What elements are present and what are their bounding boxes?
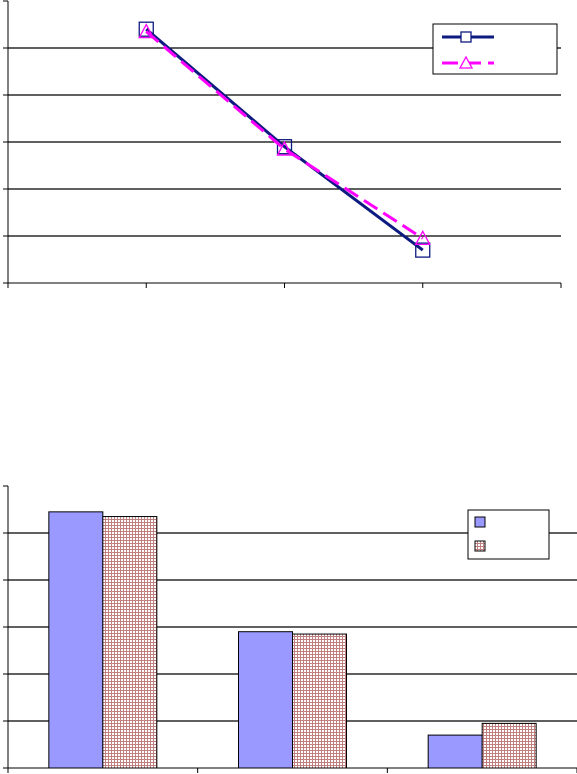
legend-swatch <box>474 540 486 552</box>
line-chart <box>3 0 562 288</box>
bar <box>102 516 158 769</box>
bar-chart <box>3 485 577 773</box>
data-point <box>415 242 431 258</box>
bar <box>481 722 537 769</box>
data-point <box>276 140 293 156</box>
bar <box>427 734 483 769</box>
bar <box>292 633 347 769</box>
series-line <box>145 30 424 240</box>
legend-swatch <box>474 516 486 528</box>
data-point <box>138 23 155 39</box>
legend-box <box>432 23 558 75</box>
bar <box>238 631 293 769</box>
legend-marker <box>460 31 472 43</box>
legend-marker <box>458 55 474 69</box>
bar <box>48 511 104 769</box>
data-point <box>276 139 293 155</box>
series-line <box>145 28 424 252</box>
data-point <box>138 21 154 37</box>
data-point <box>414 229 431 246</box>
